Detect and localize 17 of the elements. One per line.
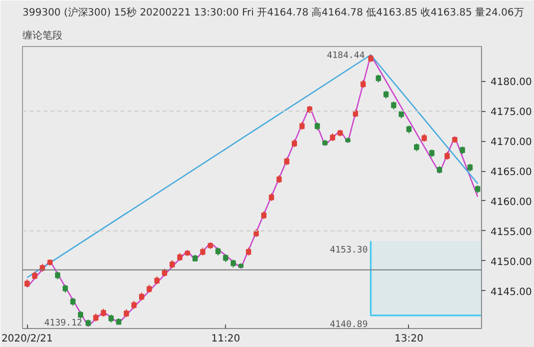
annotation: 4184.44	[326, 51, 365, 62]
y-tick-label: 4145.00	[490, 286, 532, 298]
x-tick-label: 11:20	[211, 334, 240, 344]
annotation: 4153.30	[330, 246, 368, 256]
y-tick-label: 4175.00	[490, 107, 532, 118]
y-tick-label: 4180.00	[490, 77, 532, 88]
x-tick-label: 2020/2/21	[1, 334, 53, 344]
chart-subtitle: 缠论笔段	[22, 30, 62, 42]
y-tick-label: 4170.00	[490, 137, 532, 148]
annotation: 4139.12	[44, 318, 82, 328]
y-tick-label: 4155.00	[490, 226, 532, 238]
x-tick-label: 13:20	[394, 334, 424, 344]
chart-title: 399300 (沪深300) 15秒 20200221 13:30:00 Fri 开4164.78 高4164.78 低4163.85 收4163.85 量24.06万	[22, 6, 524, 18]
y-tick-label: 4160.00	[490, 196, 532, 208]
y-tick-label: 4150.00	[490, 256, 532, 268]
y-tick-label: 4165.00	[490, 167, 532, 178]
annotation: 4140.89	[330, 320, 368, 330]
